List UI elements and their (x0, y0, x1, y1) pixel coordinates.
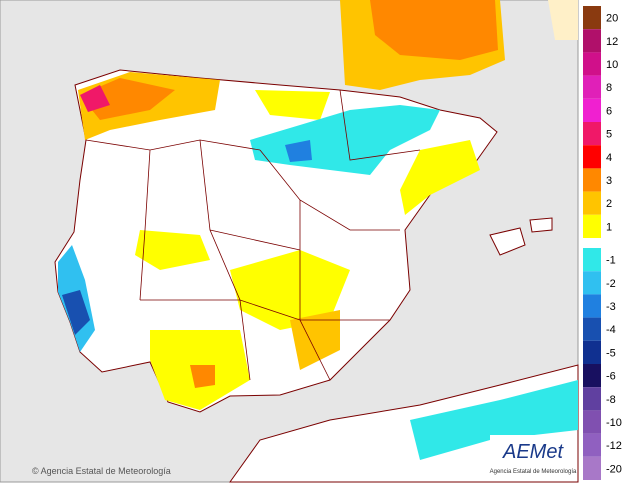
logo-subtitle: Agencia Estatal de Meteorología (490, 469, 577, 475)
legend-swatch (583, 168, 601, 192)
island (489, 227, 526, 256)
legend-swatch (583, 271, 601, 295)
region-very-hot (80, 85, 110, 112)
legend-swatch (583, 294, 601, 318)
legend-swatch (583, 214, 601, 238)
copyright: © Agencia Estatal de Meteorología (32, 466, 171, 476)
legend-swatch (583, 145, 601, 169)
legend-swatch (583, 433, 601, 457)
region-hot (190, 365, 215, 388)
legend-swatch (583, 364, 601, 388)
region-warm (135, 230, 210, 270)
legend-swatch (583, 410, 601, 434)
legend-label: -6 (606, 371, 616, 383)
region-warm (400, 140, 480, 215)
legend-label: 5 (606, 129, 612, 141)
legend-label: -3 (606, 301, 616, 313)
legend-label: 1 (606, 221, 612, 233)
legend-label: -4 (606, 324, 616, 336)
legend-label: 2 (606, 198, 612, 210)
legend-label: -2 (606, 278, 616, 290)
legend-label: -10 (606, 417, 622, 429)
legend-label: -5 (606, 347, 616, 359)
legend-swatch (583, 340, 601, 364)
legend-swatch (583, 387, 601, 411)
province-borders (85, 89, 421, 381)
legend-label: -12 (606, 440, 622, 452)
island (529, 217, 553, 233)
logo-box (490, 435, 576, 479)
region-hot (370, 0, 498, 60)
region-warm (255, 90, 330, 120)
legend: 20 12 10 8 6 5 4 3 2 1 -1 -2 -3 -4 -5 -6 -8 -10 -12 -20 (583, 6, 622, 480)
region-cool (410, 380, 578, 460)
logo-name: AEMet (502, 441, 564, 463)
legend-label: 20 (606, 13, 618, 25)
legend-label: 6 (606, 105, 612, 117)
region-cold (62, 290, 90, 335)
legend-swatch (583, 75, 601, 99)
region-hot (80, 78, 175, 120)
legend-swatch (583, 6, 601, 30)
legend-label: 3 (606, 175, 612, 187)
region-cold (285, 140, 312, 162)
legend-swatch (583, 248, 601, 272)
legend-label: -20 (606, 463, 622, 475)
legend-swatch (583, 122, 601, 146)
region-light (548, 0, 578, 40)
legend-label: 4 (606, 152, 612, 164)
legend-swatch (583, 52, 601, 76)
legend-label: 10 (606, 59, 618, 71)
legend-swatch (583, 98, 601, 122)
legend-label: -1 (606, 255, 616, 267)
legend-swatch (583, 191, 601, 215)
legend-label: -8 (606, 394, 616, 406)
legend-swatch (583, 317, 601, 341)
legend-label: 8 (606, 82, 612, 94)
region-warm (230, 250, 350, 330)
legend-swatch (583, 456, 601, 480)
legend-label: 12 (606, 36, 618, 48)
legend-swatch (583, 29, 601, 53)
